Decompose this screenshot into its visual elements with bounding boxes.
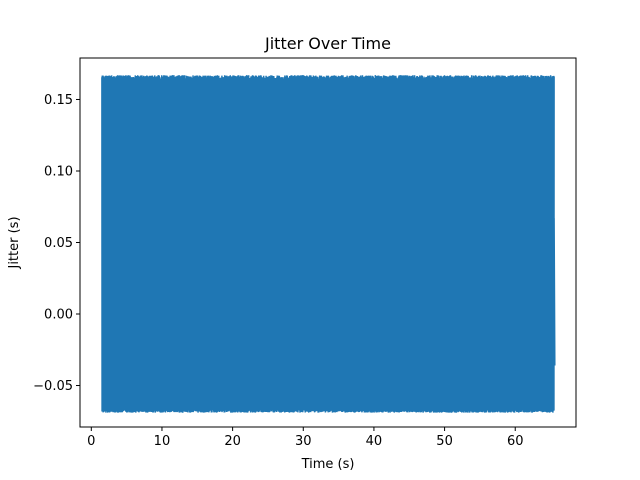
y-tick-label: 0.15 bbox=[44, 93, 73, 108]
y-tick-label: 0.10 bbox=[44, 164, 73, 179]
x-tick-label: 50 bbox=[436, 434, 453, 449]
chart-title: Jitter Over Time bbox=[264, 34, 391, 53]
y-tick-label: 0.00 bbox=[44, 308, 73, 323]
x-tick-label: 30 bbox=[295, 434, 312, 449]
x-tick-label: 20 bbox=[224, 434, 241, 449]
jitter-series-line bbox=[101, 75, 556, 413]
x-axis-label: Time (s) bbox=[301, 457, 355, 472]
x-tick-label: 10 bbox=[154, 434, 171, 449]
plot-area bbox=[101, 75, 556, 413]
x-tick-label: 60 bbox=[507, 434, 524, 449]
y-axis-label: Jitter (s) bbox=[7, 216, 22, 269]
y-tick-label: −0.05 bbox=[33, 379, 73, 394]
x-tick-label: 0 bbox=[87, 434, 95, 449]
x-tick-label: 40 bbox=[366, 434, 383, 449]
ticks: 0 10 20 30 40 50 60 −0.05 0.00 0.05 0.10 0.15 bbox=[33, 93, 523, 449]
y-tick-label: 0.05 bbox=[44, 236, 73, 251]
